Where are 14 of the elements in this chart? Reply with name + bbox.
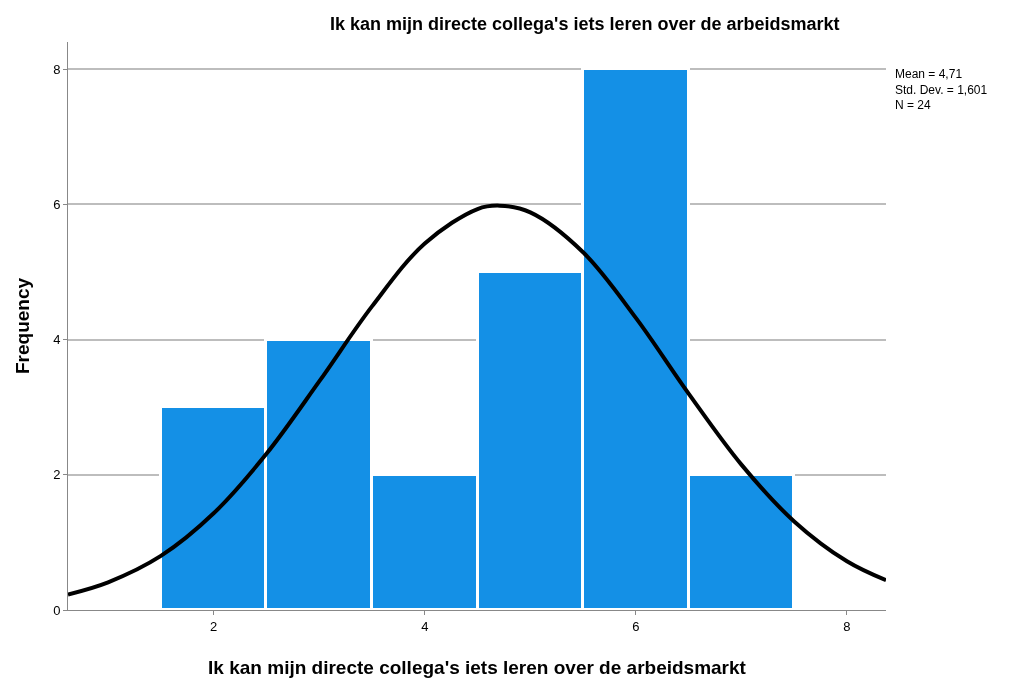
text: Mean = 4,71 Std. Dev. = 1,601 N = 24: [895, 67, 988, 113]
y-tick-label: 6: [53, 196, 61, 212]
y-tick-label: 8: [53, 61, 61, 77]
x-tick-label: 2: [210, 618, 218, 634]
x-tick-label: 4: [421, 618, 429, 634]
y-tick-label: 0: [53, 602, 61, 618]
x-axis-title: Ik kan mijn directe collega's iets leren over de arbeidsmarkt: [208, 657, 747, 679]
y-tick-label: 4: [53, 332, 61, 348]
line-series: [68, 203, 886, 597]
y-tick-label: 2: [53, 467, 61, 483]
x-tick-label: 8: [843, 618, 851, 634]
chart-title: Ik kan mijn directe collega's iets leren over de arbeidsmarkt: [330, 13, 840, 34]
y-axis-title: Frequency: [12, 277, 34, 375]
x-tick-label: 6: [632, 618, 640, 634]
